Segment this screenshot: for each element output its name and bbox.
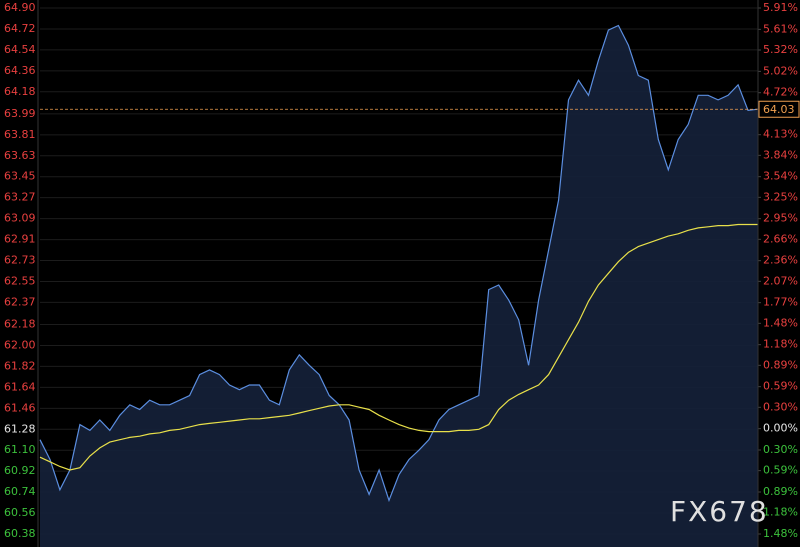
y-tick-label: 61.64 <box>4 380 36 393</box>
y2-tick-label: 1.18% <box>763 506 798 519</box>
y-tick-label: 64.54 <box>4 43 36 56</box>
y2-tick-label: 1.48% <box>763 316 798 329</box>
y-tick-label: 62.55 <box>4 274 36 287</box>
y2-tick-label: 1.48% <box>763 527 798 540</box>
plot <box>39 24 759 547</box>
y-tick-label: 61.10 <box>4 443 36 456</box>
y2-tick-label: 2.07% <box>763 274 798 287</box>
y-tick-label: 60.56 <box>4 506 36 519</box>
y2-tick-label: 2.36% <box>763 254 798 267</box>
price-line <box>39 24 759 503</box>
average-line <box>39 223 758 471</box>
y2-tick-label: 2.66% <box>763 232 798 245</box>
y-tick-label: 64.90 <box>4 1 36 14</box>
y-tick-label: 63.09 <box>4 212 36 225</box>
y2-tick-label: 1.18% <box>763 338 798 351</box>
y-tick-label: 61.82 <box>4 359 36 372</box>
y-tick-label: 64.36 <box>4 64 36 77</box>
price-area <box>40 25 758 547</box>
y-tick-label: 60.38 <box>4 527 36 540</box>
y2-tick-label: 3.54% <box>763 170 798 183</box>
y-tick-label: 61.46 <box>4 401 36 414</box>
y2-tick-label: 5.91% <box>763 1 798 14</box>
last-price-label: 64.03 <box>763 103 795 116</box>
y2-tick-label: 0.30% <box>763 443 798 456</box>
y2-tick-label: 5.61% <box>763 22 798 35</box>
y-tick-label: 60.74 <box>4 485 36 498</box>
y2-tick-label: 4.13% <box>763 128 798 141</box>
y2-tick-label: 5.02% <box>763 64 798 77</box>
y-tick-label: 63.63 <box>4 149 36 162</box>
y2-tick-label: 0.59% <box>763 464 798 477</box>
y-tick-label: 62.73 <box>4 254 36 267</box>
y2-tick-label: 2.95% <box>763 212 798 225</box>
y2-tick-label: 3.25% <box>763 190 798 203</box>
axes: 64.90 64.72 64.54 64.36 64.18 63.99 63.81 63.63… <box>4 0 800 547</box>
y-tick-label: 62.37 <box>4 295 36 308</box>
y-tick-label: 63.99 <box>4 107 36 120</box>
y-tick-label: 62.18 <box>4 318 36 331</box>
y-tick-label: 63.81 <box>4 128 36 141</box>
y-tick-label: 62.91 <box>4 233 36 246</box>
y-tick-label: 64.18 <box>4 85 36 98</box>
y-tick-label: 60.92 <box>4 464 36 477</box>
y-tick-label: 64.72 <box>4 22 36 35</box>
y2-tick-label: 1.77% <box>763 296 798 309</box>
watermark: FX678 <box>670 495 769 528</box>
y2-tick-label: 3.84% <box>763 148 798 161</box>
y2-tick-label: 5.32% <box>763 43 798 56</box>
y-tick-label: 62.00 <box>4 338 36 351</box>
y-tick-label: 61.28 <box>4 422 36 435</box>
y-tick-label: 63.45 <box>4 170 36 183</box>
y2-tick-label: 4.72% <box>763 86 798 99</box>
y2-tick-label: 0.00% <box>763 422 798 435</box>
y2-tick-label: 0.89% <box>763 358 798 371</box>
y2-tick-label: 0.89% <box>763 485 798 498</box>
y2-tick-label: 0.59% <box>763 380 798 393</box>
last-price-box <box>758 100 800 118</box>
y-tick-label: 63.27 <box>4 191 36 204</box>
y2-tick-label: 0.30% <box>763 400 798 413</box>
